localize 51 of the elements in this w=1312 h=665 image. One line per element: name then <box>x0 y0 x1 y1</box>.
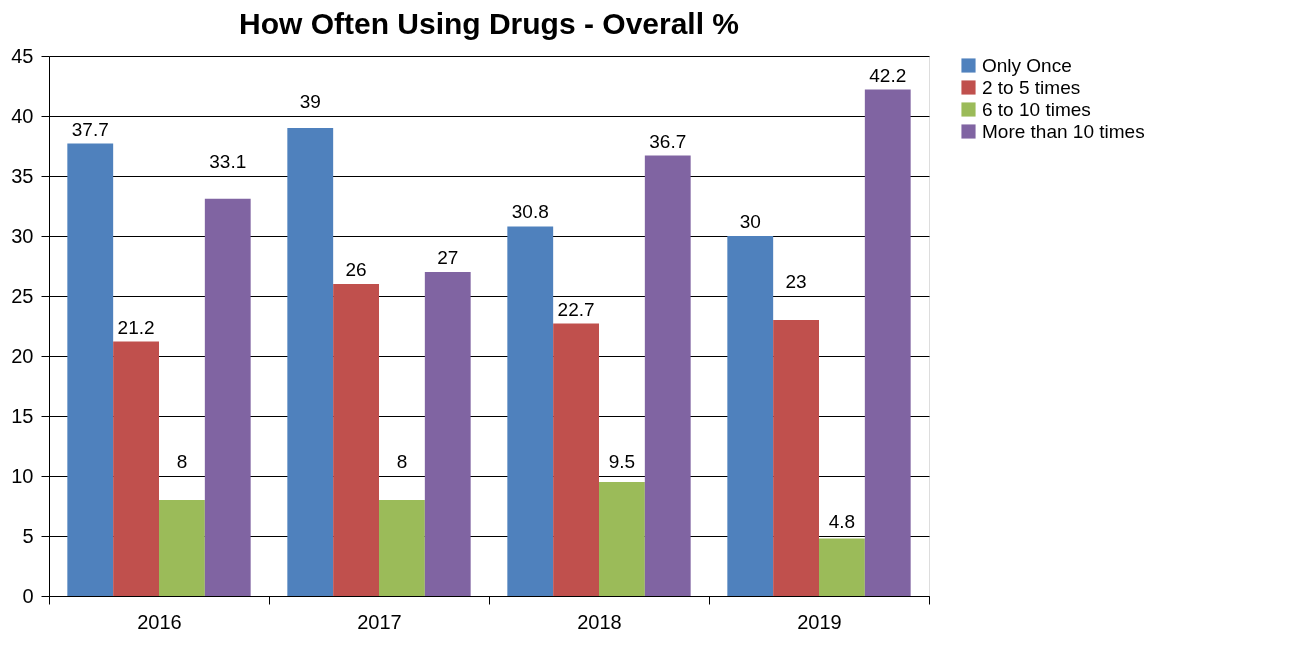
y-tick-label: 20 <box>11 344 34 367</box>
bar <box>113 341 159 596</box>
data-label: 8 <box>396 451 408 472</box>
bar <box>864 89 911 596</box>
bar <box>599 482 645 596</box>
data-label: 22.7 <box>557 298 595 320</box>
data-label: 30.8 <box>511 201 549 223</box>
bar <box>379 500 425 596</box>
chart-title: How Often Using Drugs - Overall % <box>238 7 740 40</box>
x-tick-label: 2018 <box>577 610 622 633</box>
bar <box>287 128 334 596</box>
data-label: 4.8 <box>828 511 856 532</box>
y-tick-label: 0 <box>22 584 34 607</box>
data-label: 9.5 <box>608 451 636 472</box>
bar <box>204 198 251 596</box>
bar <box>67 143 114 596</box>
y-tick-label: 45 <box>11 44 34 67</box>
y-tick-label: 10 <box>11 464 34 487</box>
bar <box>159 500 205 596</box>
data-label: 23 <box>785 271 807 292</box>
legend-label: Only Once <box>982 54 1072 76</box>
y-tick-label: 25 <box>11 284 34 307</box>
data-label: 30 <box>739 211 761 232</box>
data-label: 37.7 <box>71 118 109 140</box>
data-label: 42.2 <box>869 64 907 86</box>
bar <box>773 320 819 596</box>
data-label: 39 <box>299 91 321 112</box>
legend-label: 6 to 10 times <box>982 98 1091 120</box>
bar <box>424 272 471 596</box>
data-label: 8 <box>176 451 188 472</box>
bar <box>553 323 599 596</box>
bar <box>644 155 691 596</box>
bar <box>333 284 379 596</box>
x-tick-label: 2019 <box>797 610 842 633</box>
y-tick-label: 30 <box>11 224 34 247</box>
y-tick-label: 15 <box>11 404 34 427</box>
legend-label: More than 10 times <box>982 120 1145 142</box>
x-tick-label: 2017 <box>357 610 402 633</box>
bar <box>819 538 865 596</box>
bar <box>727 236 774 596</box>
y-tick-label: 5 <box>22 524 34 547</box>
data-label: 21.2 <box>117 316 155 338</box>
bar <box>507 226 554 596</box>
y-tick-label: 35 <box>11 164 34 187</box>
data-label: 33.1 <box>209 151 247 172</box>
data-label: 26 <box>345 259 367 280</box>
y-tick-label: 40 <box>11 104 34 127</box>
x-tick-label: 2016 <box>137 610 182 633</box>
data-label: 27 <box>437 247 459 268</box>
legend-label: 2 to 5 times <box>982 76 1081 98</box>
data-label: 36.7 <box>649 130 687 152</box>
